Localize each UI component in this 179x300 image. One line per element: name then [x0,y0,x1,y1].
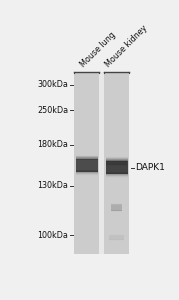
Bar [106,160,127,161]
Bar [111,204,122,205]
Text: Mouse lung: Mouse lung [79,31,118,70]
Bar [106,172,128,174]
Bar [106,160,128,162]
Bar [111,210,122,211]
Bar [76,157,98,158]
Bar [109,234,124,235]
Bar [111,204,122,205]
Bar [111,203,122,204]
Bar [111,205,122,211]
Bar [76,171,98,173]
Text: 100kDa: 100kDa [37,231,68,240]
Bar [111,203,122,204]
Bar [99,72,104,254]
Bar [74,72,99,254]
Text: 130kDa: 130kDa [37,182,68,190]
Bar [76,157,98,159]
Bar [109,235,124,236]
Bar [111,204,122,205]
Bar [109,235,124,236]
Bar [74,72,129,254]
Bar [106,173,128,175]
Bar [109,240,124,241]
Bar [106,157,128,159]
Bar [111,211,122,212]
Bar [106,160,127,161]
Bar [106,165,127,166]
Bar [111,211,122,212]
Bar [76,158,98,160]
Bar [106,176,128,178]
Bar [106,158,128,160]
Bar [109,239,124,240]
Bar [109,236,124,240]
Bar [106,156,128,158]
Bar [76,155,98,157]
Bar [106,161,128,174]
Bar [109,235,124,236]
Text: DAPK1: DAPK1 [136,163,165,172]
Bar [111,210,122,211]
Bar [76,172,98,174]
Text: Mouse kidney: Mouse kidney [104,24,150,70]
Bar [106,176,128,178]
Bar [109,240,124,241]
Bar [104,72,129,254]
Bar [106,174,128,176]
Bar [106,159,128,161]
Bar [76,173,98,175]
Bar [106,160,127,161]
Bar [76,159,98,172]
Bar [106,164,127,165]
Bar [76,175,98,176]
Bar [106,165,127,166]
Bar [106,159,127,160]
Text: 300kDa: 300kDa [37,80,68,89]
Bar [76,170,98,172]
Bar [106,161,127,165]
Bar [76,174,98,176]
Bar [76,156,98,158]
Bar [106,158,128,160]
Bar [111,203,122,204]
Text: 250kDa: 250kDa [37,106,68,115]
Text: 180kDa: 180kDa [37,140,68,149]
Bar [106,175,128,177]
Bar [76,154,98,156]
